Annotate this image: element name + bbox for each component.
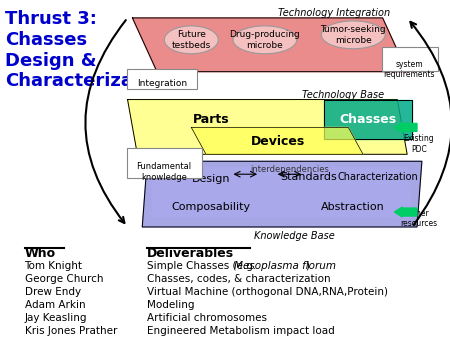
Text: Simple Chasses (e.g.: Simple Chasses (e.g. <box>147 261 260 271</box>
FancyArrow shape <box>394 122 417 132</box>
Text: Engineered Metabolism impact load: Engineered Metabolism impact load <box>147 325 335 336</box>
Ellipse shape <box>164 26 218 54</box>
Text: Integration: Integration <box>137 79 187 88</box>
Text: Drew Endy: Drew Endy <box>25 287 81 297</box>
Text: Existing
PDC: Existing PDC <box>404 135 434 154</box>
Text: Chasses: Chasses <box>339 113 396 126</box>
Text: Standards: Standards <box>281 172 338 182</box>
Polygon shape <box>191 127 363 154</box>
Polygon shape <box>132 18 407 72</box>
Text: Jay Keasling: Jay Keasling <box>25 313 87 322</box>
FancyBboxPatch shape <box>382 47 437 71</box>
Polygon shape <box>127 100 407 154</box>
Polygon shape <box>142 161 422 227</box>
Ellipse shape <box>233 26 297 54</box>
Polygon shape <box>152 167 412 217</box>
FancyBboxPatch shape <box>126 69 197 89</box>
Text: Adam Arkin: Adam Arkin <box>25 300 85 310</box>
Text: Deliverables: Deliverables <box>147 247 234 260</box>
Text: system
requirements: system requirements <box>383 60 435 79</box>
Text: Other
resources: Other resources <box>400 209 437 228</box>
FancyArrow shape <box>394 207 417 217</box>
Text: interdependencies: interdependencies <box>250 165 329 174</box>
FancyBboxPatch shape <box>126 148 202 178</box>
Text: Modeling: Modeling <box>147 300 195 310</box>
Text: Chasses, codes, & characterization: Chasses, codes, & characterization <box>147 274 331 284</box>
Text: Technology Base: Technology Base <box>302 90 384 100</box>
Text: Who: Who <box>25 247 56 260</box>
Text: George Church: George Church <box>25 274 103 284</box>
Text: Future
testbeds: Future testbeds <box>172 30 211 50</box>
Text: Fundamental
knowledge: Fundamental knowledge <box>136 162 191 182</box>
Text: Tumor-seeking
microbe: Tumor-seeking microbe <box>320 25 386 45</box>
Text: Characterization: Characterization <box>338 172 418 182</box>
Ellipse shape <box>321 21 385 49</box>
Text: Kris Jones Prather: Kris Jones Prather <box>25 325 117 336</box>
Polygon shape <box>324 100 412 139</box>
Text: Composability: Composability <box>171 202 251 212</box>
Text: Parts: Parts <box>193 113 229 126</box>
Text: Virtual Machine (orthogonal DNA,RNA,Protein): Virtual Machine (orthogonal DNA,RNA,Prot… <box>147 287 388 297</box>
Text: Knowledge Base: Knowledge Base <box>254 231 335 241</box>
Text: Tom Knight: Tom Knight <box>25 261 82 271</box>
Text: Devices: Devices <box>251 135 305 148</box>
Text: Technology Integration: Technology Integration <box>278 8 390 18</box>
Text: ): ) <box>305 261 309 271</box>
Text: Thrust 3:
Chasses
Design &
Characterization: Thrust 3: Chasses Design & Characterizat… <box>5 10 172 90</box>
Text: Drug-producing
microbe: Drug-producing microbe <box>230 30 300 50</box>
Text: Design: Design <box>192 174 230 184</box>
Text: Mesoplasma florum: Mesoplasma florum <box>234 261 336 271</box>
Text: Abstraction: Abstraction <box>321 202 385 212</box>
Text: Artificial chromosomes: Artificial chromosomes <box>147 313 267 322</box>
